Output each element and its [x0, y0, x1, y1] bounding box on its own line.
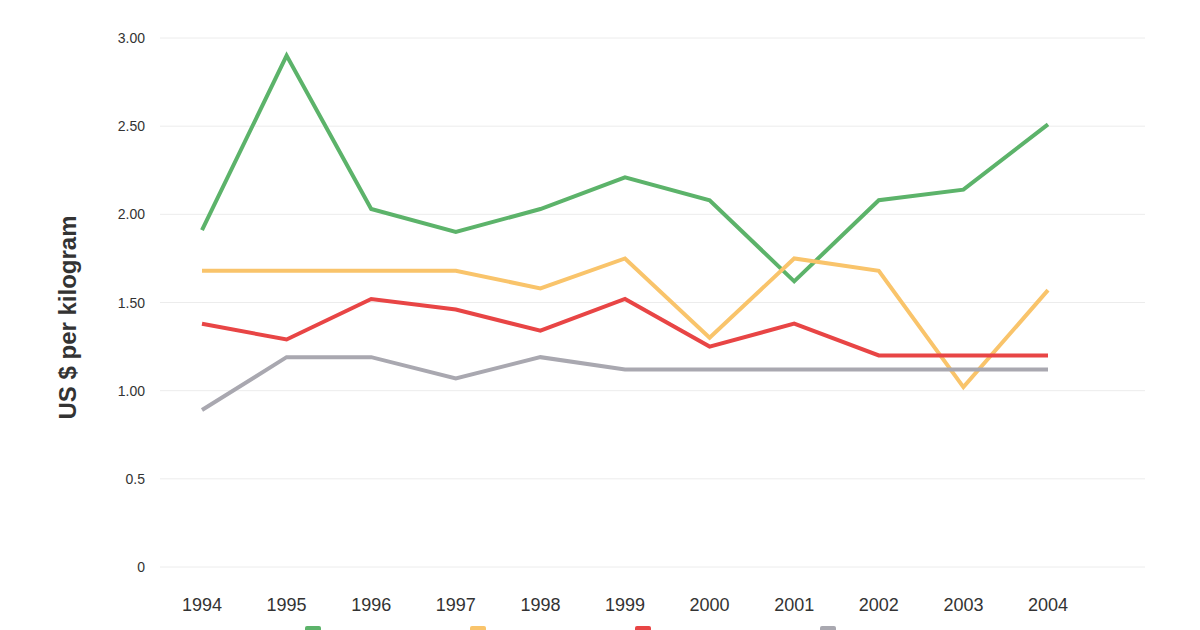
series-line — [202, 357, 1048, 410]
legend-swatch — [305, 626, 321, 630]
grid-line — [160, 126, 1145, 127]
x-tick-label: 2003 — [943, 595, 983, 615]
y-tick-label: 1.50 — [118, 295, 145, 311]
x-tick-label: 1995 — [267, 595, 307, 615]
x-tick-label: 1999 — [605, 595, 645, 615]
x-tick-label: 2000 — [690, 595, 730, 615]
y-tick-label: 2.50 — [118, 118, 145, 134]
lines — [202, 56, 1048, 410]
x-tick-label: 2004 — [1028, 595, 1068, 615]
grid-line — [160, 214, 1145, 215]
legend-swatch — [635, 626, 651, 630]
series-line — [202, 56, 1048, 282]
grid-line — [160, 478, 1145, 479]
x-tick-label: 2002 — [859, 595, 899, 615]
grid-line — [160, 390, 1145, 391]
legend — [305, 626, 836, 630]
x-tick-label: 1998 — [520, 595, 560, 615]
y-tick-label: 3.00 — [118, 30, 145, 46]
y-axis-label: US $ per kilogram — [54, 215, 81, 419]
series-line — [202, 299, 1048, 355]
y-tick-label: 2.00 — [118, 206, 145, 222]
y-tick-label: 1.00 — [118, 383, 145, 399]
grid — [160, 38, 1145, 567]
legend-swatch — [470, 626, 486, 630]
y-tick-label: 0 — [137, 559, 145, 575]
grid-line — [160, 38, 1145, 39]
y-tick-label: 0.5 — [126, 471, 146, 487]
legend-swatch — [820, 626, 836, 630]
chart: 0 0.5 1.00 1.50 2.00 2.50 3.00 US $ per kilogra… — [0, 0, 1200, 630]
x-tick-label: 1994 — [182, 595, 222, 615]
x-tick-label: 1997 — [436, 595, 476, 615]
x-tick-label: 1996 — [351, 595, 391, 615]
grid-line — [160, 567, 1145, 568]
grid-line — [160, 302, 1145, 303]
x-tick-label: 2001 — [774, 595, 814, 615]
